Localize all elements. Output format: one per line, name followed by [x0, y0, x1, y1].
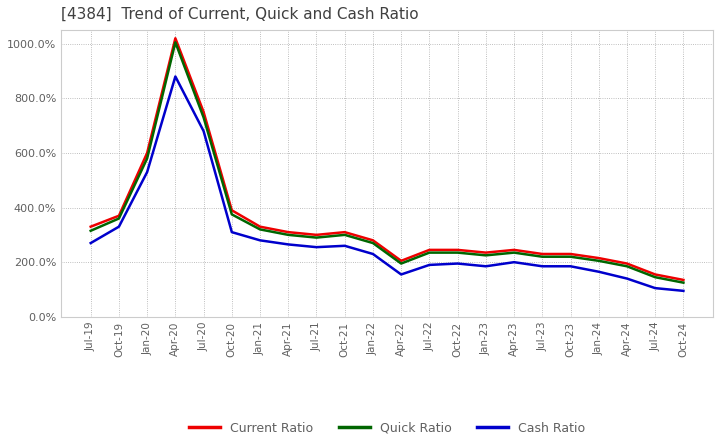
- Quick Ratio: [510, 250, 518, 255]
- Cash Ratio: [397, 272, 405, 277]
- Current Ratio: [623, 261, 631, 266]
- Line: Current Ratio: Current Ratio: [91, 38, 683, 280]
- Current Ratio: [369, 238, 377, 243]
- Current Ratio: [228, 208, 236, 213]
- Quick Ratio: [199, 115, 208, 120]
- Cash Ratio: [143, 169, 151, 175]
- Current Ratio: [312, 232, 321, 238]
- Quick Ratio: [538, 254, 546, 259]
- Quick Ratio: [425, 250, 433, 255]
- Quick Ratio: [86, 228, 95, 233]
- Quick Ratio: [312, 235, 321, 240]
- Cash Ratio: [341, 243, 349, 249]
- Current Ratio: [199, 110, 208, 115]
- Quick Ratio: [623, 264, 631, 269]
- Quick Ratio: [171, 40, 180, 45]
- Legend: Current Ratio, Quick Ratio, Cash Ratio: Current Ratio, Quick Ratio, Cash Ratio: [184, 417, 590, 440]
- Current Ratio: [651, 272, 660, 277]
- Quick Ratio: [228, 212, 236, 217]
- Cash Ratio: [228, 230, 236, 235]
- Current Ratio: [341, 230, 349, 235]
- Cash Ratio: [566, 264, 575, 269]
- Current Ratio: [566, 251, 575, 257]
- Quick Ratio: [369, 240, 377, 246]
- Cash Ratio: [284, 242, 292, 247]
- Cash Ratio: [312, 245, 321, 250]
- Quick Ratio: [397, 261, 405, 266]
- Cash Ratio: [171, 74, 180, 79]
- Current Ratio: [454, 247, 462, 253]
- Text: [4384]  Trend of Current, Quick and Cash Ratio: [4384] Trend of Current, Quick and Cash …: [61, 7, 419, 22]
- Line: Cash Ratio: Cash Ratio: [91, 77, 683, 291]
- Cash Ratio: [510, 260, 518, 265]
- Line: Quick Ratio: Quick Ratio: [91, 42, 683, 282]
- Cash Ratio: [86, 240, 95, 246]
- Current Ratio: [256, 224, 264, 229]
- Quick Ratio: [454, 250, 462, 255]
- Cash Ratio: [425, 262, 433, 268]
- Quick Ratio: [256, 227, 264, 232]
- Current Ratio: [538, 251, 546, 257]
- Cash Ratio: [482, 264, 490, 269]
- Cash Ratio: [538, 264, 546, 269]
- Current Ratio: [397, 258, 405, 264]
- Cash Ratio: [369, 251, 377, 257]
- Current Ratio: [171, 36, 180, 41]
- Cash Ratio: [256, 238, 264, 243]
- Quick Ratio: [651, 275, 660, 280]
- Cash Ratio: [454, 261, 462, 266]
- Quick Ratio: [143, 156, 151, 161]
- Quick Ratio: [595, 258, 603, 264]
- Quick Ratio: [114, 216, 123, 221]
- Cash Ratio: [651, 286, 660, 291]
- Current Ratio: [143, 150, 151, 156]
- Current Ratio: [284, 230, 292, 235]
- Quick Ratio: [341, 232, 349, 238]
- Current Ratio: [425, 247, 433, 253]
- Cash Ratio: [595, 269, 603, 275]
- Quick Ratio: [566, 254, 575, 259]
- Current Ratio: [114, 213, 123, 218]
- Current Ratio: [595, 256, 603, 261]
- Cash Ratio: [679, 288, 688, 293]
- Quick Ratio: [679, 280, 688, 285]
- Cash Ratio: [114, 224, 123, 229]
- Quick Ratio: [482, 253, 490, 258]
- Current Ratio: [482, 250, 490, 255]
- Current Ratio: [86, 224, 95, 229]
- Cash Ratio: [623, 276, 631, 281]
- Current Ratio: [510, 247, 518, 253]
- Quick Ratio: [284, 232, 292, 238]
- Cash Ratio: [199, 128, 208, 134]
- Current Ratio: [679, 277, 688, 282]
